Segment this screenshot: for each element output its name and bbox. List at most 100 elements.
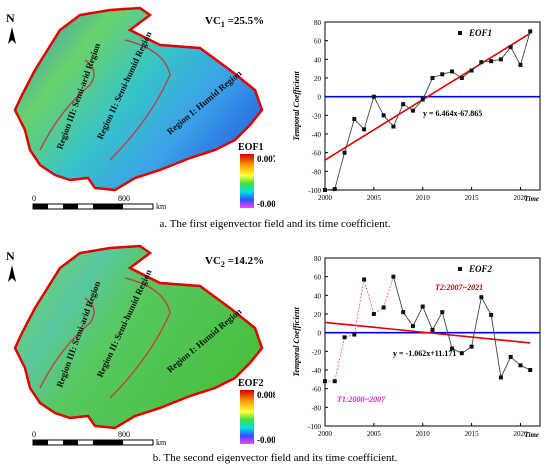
data-point (459, 76, 464, 80)
eof2-map-svg: N Region III: Semi-arid Region Region II… (6, 244, 281, 447)
y-axis-label: Temporal Coefficient (292, 306, 301, 376)
data-point (518, 62, 523, 67)
period-label-t2: T2:2007~2021 (435, 283, 483, 292)
data-point (401, 102, 406, 107)
legend-label: EOF1 (468, 28, 492, 38)
data-point (430, 76, 435, 80)
x-tick-label: 2005 (367, 194, 382, 202)
y-tick-label: -40 (312, 131, 322, 139)
plot-frame (324, 21, 541, 191)
north-arrow-icon (8, 27, 16, 44)
data-point (450, 69, 455, 74)
y-tick-label: -20 (312, 112, 322, 120)
caption-b: b. The second eigenvector field and its … (152, 452, 398, 464)
x-tick-label: 2010 (416, 430, 431, 438)
y-tick-label: -60 (312, 150, 322, 158)
data-point (469, 344, 474, 349)
data-point (332, 187, 337, 192)
data-point (381, 305, 386, 310)
scale-unit: km (156, 438, 167, 447)
data-point (381, 113, 386, 118)
colorbar (240, 154, 254, 208)
panel-a: N Region III: Semi-arid Region Region II… (0, 0, 541, 230)
y-tick-label: -100 (308, 423, 321, 431)
x-tick-label: 2010 (416, 194, 431, 202)
data-point (430, 327, 435, 332)
data-point (391, 274, 396, 279)
y-axis-label: Temporal Coefficient (292, 70, 301, 140)
y-tick-label: 40 (314, 292, 322, 300)
data-point (440, 72, 445, 77)
eof1-chart-svg: -100 -80 -60 -40 -20 0 20 40 60 80 2000 2005 2010 201… (292, 19, 541, 203)
y-tick-label: 40 (314, 56, 322, 64)
data-point (391, 124, 396, 129)
data-point (508, 45, 513, 50)
data-point (498, 57, 503, 62)
y-tick-label: 60 (314, 38, 322, 46)
eof2-chart: -100 -80 -60 -40 -20 0 20 40 60 80 2000 2005 2010 201… (275, 236, 550, 451)
data-point (489, 59, 494, 64)
region-boundaries (39, 39, 171, 161)
panel-b: N Region III: Semi-arid Region Region II… (0, 236, 550, 467)
data-point (332, 379, 337, 384)
colorbar-min: -0.007 (257, 199, 275, 209)
x-tick-label: 2000 (318, 194, 333, 202)
vc1-label: VC1 =25.5% (205, 15, 264, 29)
scale-label-0: 0 (32, 430, 36, 439)
data-point (440, 310, 445, 315)
y-tick-label: 60 (314, 274, 322, 282)
trend-equation: y = 6.464x-67.865 (423, 109, 482, 118)
scale-bar (32, 439, 154, 446)
data-point (342, 150, 347, 155)
eof2-chart-svg: -100 -80 -60 -40 -20 0 20 40 60 80 2000 2005 2010 201… (292, 255, 541, 439)
x-axis-label: Time (524, 431, 539, 439)
map-region-shape (13, 6, 264, 192)
x-tick-label: 2015 (465, 194, 480, 202)
y-tick-label: 20 (314, 75, 322, 83)
data-point (401, 310, 406, 315)
colorbar (240, 390, 254, 444)
data-point (371, 312, 376, 316)
colorbar-min: -0.006 (257, 435, 275, 445)
caption-a: a. The first eigenvector field and its t… (159, 218, 391, 230)
scale-label-800: 800 (118, 430, 130, 439)
y-tick-label: 20 (314, 311, 322, 319)
y-tick-label: -20 (312, 348, 322, 356)
data-point (479, 60, 484, 65)
colorbar-title: EOF1 (238, 142, 264, 153)
plot-frame (324, 257, 541, 427)
map-region-shape (13, 244, 264, 430)
y-tick-label: 0 (318, 94, 322, 102)
eof1-map: N Region III: Semi-arid Region Region II… (0, 0, 281, 215)
data-point (342, 335, 347, 340)
data-point (518, 363, 523, 368)
x-tick-label: 2015 (465, 430, 480, 438)
data-point (352, 332, 357, 337)
data-point (362, 277, 367, 282)
x-tick-label: 2005 (367, 430, 382, 438)
y-tick-label: 80 (314, 255, 322, 263)
data-point (352, 117, 357, 122)
x-tick-label: 2020 (513, 194, 528, 202)
data-point (450, 346, 455, 351)
legend-marker (458, 31, 462, 35)
series-line (324, 31, 531, 191)
scale-unit: km (156, 202, 167, 211)
region-boundaries (39, 277, 171, 399)
y-tick-label: 80 (314, 19, 322, 27)
data-point (459, 351, 464, 356)
vc2-label: VC2 =14.2% (205, 255, 264, 269)
data-point (420, 304, 425, 309)
x-tick-label: 2020 (513, 430, 528, 438)
data-point (362, 127, 367, 132)
y-tick-label: 0 (318, 330, 322, 338)
trend-line (324, 32, 531, 161)
trend-line (324, 321, 531, 344)
y-tick-label: -80 (312, 168, 322, 176)
data-point (508, 354, 513, 359)
data-point (420, 97, 425, 102)
data-point (323, 188, 327, 192)
trend-equation: y = -1.062x+11.171 (393, 349, 456, 358)
y-tick-label: -100 (308, 187, 321, 195)
colorbar-max: 0.007 (257, 154, 275, 164)
